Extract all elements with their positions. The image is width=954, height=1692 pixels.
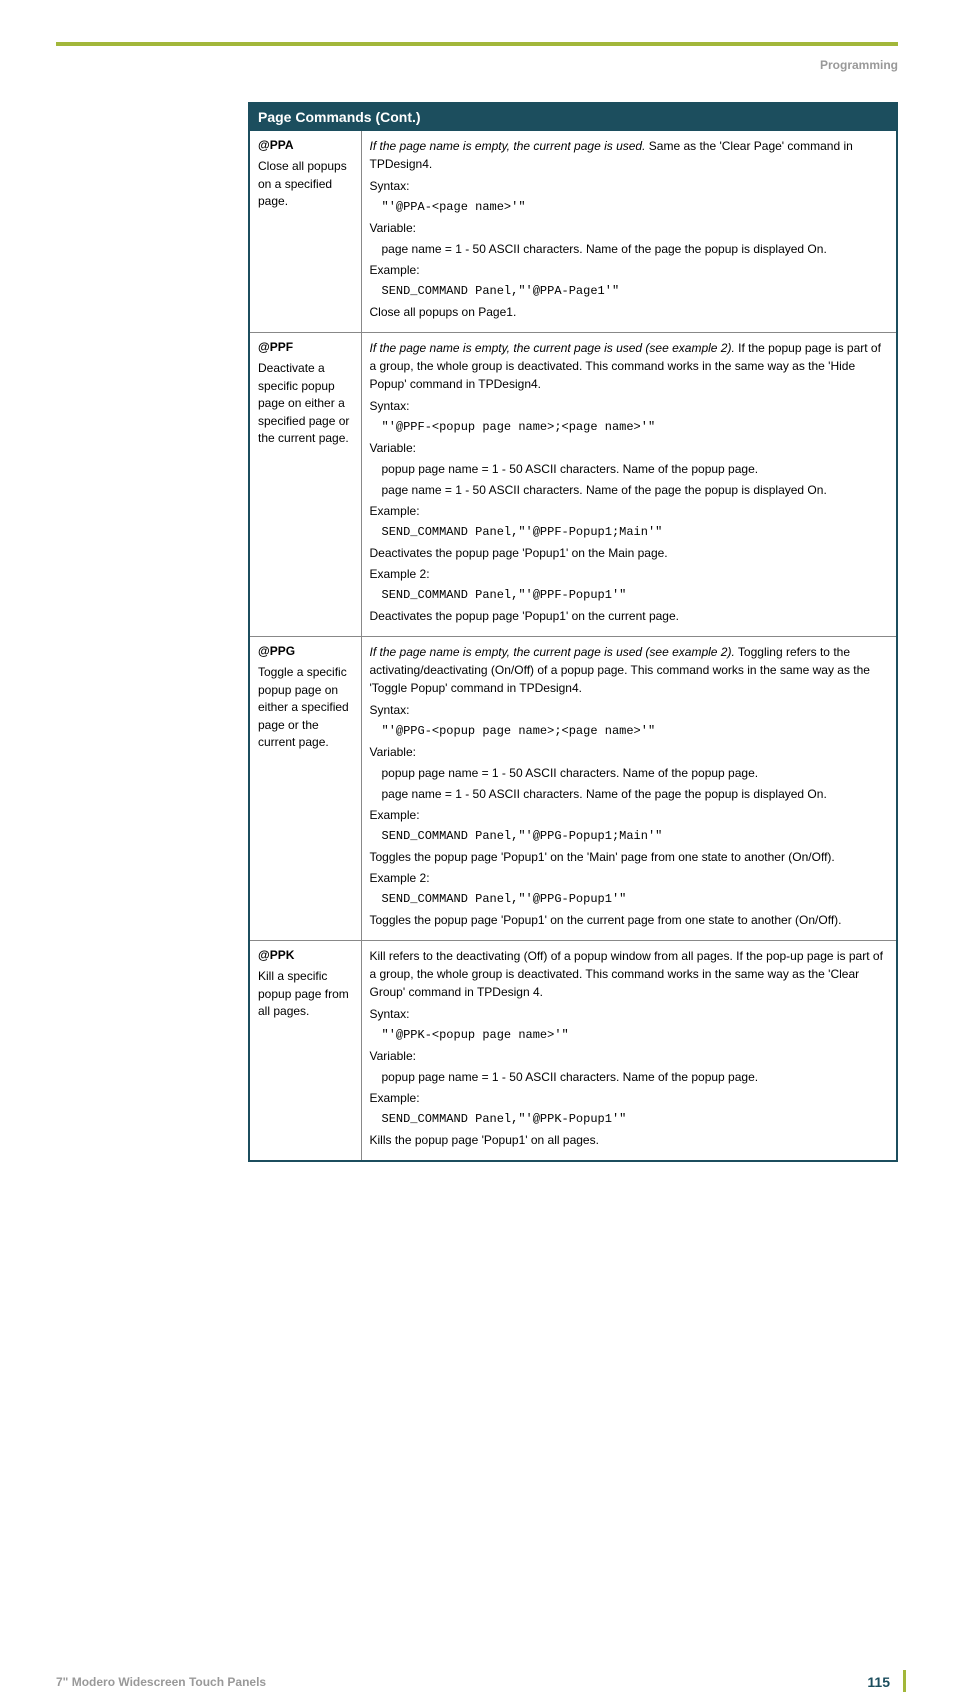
intro-rest: Kill refers to the deactivating (Off) of… <box>370 949 883 999</box>
content-area: Page Commands (Cont.) @PPA Close all pop… <box>248 102 898 1162</box>
variable-label: Variable: <box>370 439 889 457</box>
intro-italic: If the page name is empty, the current p… <box>370 645 735 659</box>
example-label: Example: <box>370 502 889 520</box>
variable-label: Variable: <box>370 219 889 237</box>
syntax-label: Syntax: <box>370 1005 889 1023</box>
command-summary: Toggle a specific popup page on either a… <box>258 665 349 749</box>
variable-label: Variable: <box>370 743 889 761</box>
table-row: @PPA Close all popups on a specified pag… <box>249 131 897 333</box>
page-number: 115 <box>867 1674 898 1690</box>
command-cell: @PPK Kill a specific popup page from all… <box>249 941 361 1162</box>
example2-explanation: Toggles the popup page 'Popup1' on the c… <box>370 911 889 929</box>
example2-code: SEND_COMMAND Panel,"'@PPG-Popup1'" <box>382 890 889 908</box>
table-row: @PPK Kill a specific popup page from all… <box>249 941 897 1162</box>
variable-item: page name = 1 - 50 ASCII characters. Nam… <box>382 785 889 803</box>
example2-label: Example 2: <box>370 565 889 583</box>
intro-text: Kill refers to the deactivating (Off) of… <box>370 947 889 1001</box>
page-commands-table: Page Commands (Cont.) @PPA Close all pop… <box>248 102 898 1162</box>
command-name: @PPF <box>258 339 355 356</box>
syntax-label: Syntax: <box>370 397 889 415</box>
section-header: Programming <box>0 58 898 72</box>
intro-text: If the page name is empty, the current p… <box>370 137 889 173</box>
command-summary: Close all popups on a specified page. <box>258 159 347 208</box>
document-page: Programming Page Commands (Cont.) @PPA C… <box>0 42 954 1692</box>
intro-text: If the page name is empty, the current p… <box>370 643 889 697</box>
command-name: @PPG <box>258 643 355 660</box>
example-code: SEND_COMMAND Panel,"'@PPF-Popup1;Main'" <box>382 523 889 541</box>
variable-item: page name = 1 - 50 ASCII characters. Nam… <box>382 240 889 258</box>
example-explanation: Deactivates the popup page 'Popup1' on t… <box>370 544 889 562</box>
syntax-label: Syntax: <box>370 701 889 719</box>
example-code: SEND_COMMAND Panel,"'@PPK-Popup1'" <box>382 1110 889 1128</box>
syntax-code: "'@PPG-<popup page name>;<page name>'" <box>382 722 889 740</box>
variable-item: popup page name = 1 - 50 ASCII character… <box>382 1068 889 1086</box>
description-cell: Kill refers to the deactivating (Off) of… <box>361 941 897 1162</box>
command-summary: Kill a specific popup page from all page… <box>258 969 349 1018</box>
intro-italic: If the page name is empty, the current p… <box>370 139 646 153</box>
table-row: @PPF Deactivate a specific popup page on… <box>249 333 897 637</box>
example2-code: SEND_COMMAND Panel,"'@PPF-Popup1'" <box>382 586 889 604</box>
table-header-row: Page Commands (Cont.) <box>249 103 897 131</box>
intro-italic: If the page name is empty, the current p… <box>370 341 735 355</box>
example-explanation: Toggles the popup page 'Popup1' on the '… <box>370 848 889 866</box>
example-label: Example: <box>370 261 889 279</box>
variable-label: Variable: <box>370 1047 889 1065</box>
syntax-code: "'@PPA-<page name>'" <box>382 198 889 216</box>
variable-item: popup page name = 1 - 50 ASCII character… <box>382 764 889 782</box>
table-title: Page Commands (Cont.) <box>249 103 897 131</box>
syntax-code: "'@PPF-<popup page name>;<page name>'" <box>382 418 889 436</box>
description-cell: If the page name is empty, the current p… <box>361 333 897 637</box>
command-summary: Deactivate a specific popup page on eith… <box>258 361 349 445</box>
command-cell: @PPG Toggle a specific popup page on eit… <box>249 637 361 941</box>
example-explanation: Kills the popup page 'Popup1' on all pag… <box>370 1131 889 1149</box>
variable-item: page name = 1 - 50 ASCII characters. Nam… <box>382 481 889 499</box>
example-label: Example: <box>370 806 889 824</box>
example-code: SEND_COMMAND Panel,"'@PPG-Popup1;Main'" <box>382 827 889 845</box>
example-code: SEND_COMMAND Panel,"'@PPA-Page1'" <box>382 282 889 300</box>
command-name: @PPK <box>258 947 355 964</box>
syntax-label: Syntax: <box>370 177 889 195</box>
intro-text: If the page name is empty, the current p… <box>370 339 889 393</box>
table-row: @PPG Toggle a specific popup page on eit… <box>249 637 897 941</box>
example2-label: Example 2: <box>370 869 889 887</box>
example-label: Example: <box>370 1089 889 1107</box>
page-footer: 7" Modero Widescreen Touch Panels 115 <box>0 1672 954 1692</box>
syntax-code: "'@PPK-<popup page name>'" <box>382 1026 889 1044</box>
example-explanation: Close all popups on Page1. <box>370 303 889 321</box>
variable-item: popup page name = 1 - 50 ASCII character… <box>382 460 889 478</box>
command-cell: @PPF Deactivate a specific popup page on… <box>249 333 361 637</box>
footer-title: 7" Modero Widescreen Touch Panels <box>56 1675 266 1689</box>
description-cell: If the page name is empty, the current p… <box>361 131 897 333</box>
example2-explanation: Deactivates the popup page 'Popup1' on t… <box>370 607 889 625</box>
command-cell: @PPA Close all popups on a specified pag… <box>249 131 361 333</box>
top-accent-rule <box>56 42 898 46</box>
description-cell: If the page name is empty, the current p… <box>361 637 897 941</box>
command-name: @PPA <box>258 137 355 154</box>
footer-accent-rule <box>903 1670 906 1692</box>
